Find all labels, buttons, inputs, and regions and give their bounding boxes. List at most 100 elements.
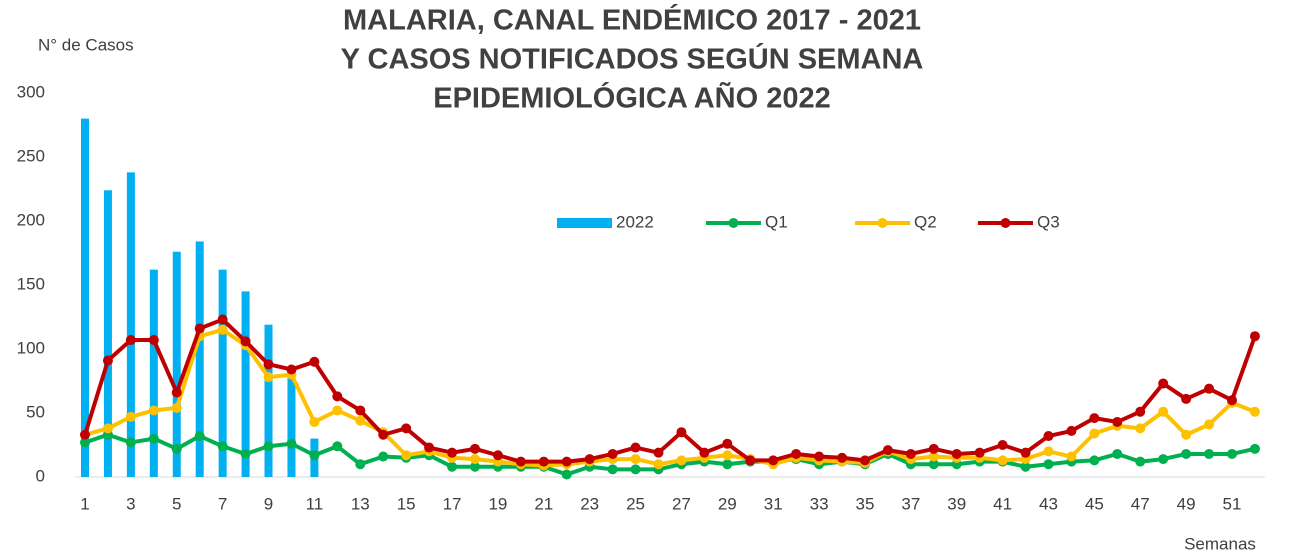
point — [630, 464, 641, 475]
point — [538, 456, 549, 467]
point — [263, 441, 274, 452]
point — [1181, 429, 1192, 440]
point — [997, 455, 1008, 466]
y-tick-label: 0 — [36, 466, 45, 485]
legend-marker — [877, 218, 888, 228]
x-tick-label: 27 — [672, 494, 691, 513]
bar — [218, 269, 227, 477]
point — [80, 437, 90, 448]
point — [584, 454, 595, 465]
point — [148, 405, 159, 416]
chart-title: MALARIA, CANAL ENDÉMICO 2017 - 2021 — [343, 3, 921, 37]
point — [1020, 461, 1031, 472]
point — [148, 335, 159, 346]
point — [1066, 425, 1077, 436]
point — [607, 448, 618, 459]
point — [928, 451, 939, 462]
point — [1020, 447, 1031, 458]
point — [1089, 428, 1100, 439]
x-tick-label: 49 — [1177, 494, 1196, 513]
point — [1181, 393, 1192, 404]
point — [125, 437, 136, 448]
point — [1181, 448, 1192, 459]
point — [928, 459, 939, 470]
bar — [287, 370, 296, 477]
point — [951, 448, 962, 459]
point — [1158, 454, 1169, 465]
x-tick-label: 51 — [1223, 494, 1242, 513]
y-tick-label: 150 — [17, 274, 45, 293]
point — [102, 423, 113, 434]
line — [84, 432, 1256, 477]
point — [1112, 448, 1123, 459]
point — [263, 372, 274, 383]
point — [722, 438, 733, 449]
point — [332, 405, 343, 416]
point — [997, 440, 1008, 450]
line — [84, 327, 1256, 468]
chart-title: Y CASOS NOTIFICADOS SEGÚN SEMANA — [341, 42, 924, 76]
point — [1204, 448, 1215, 459]
point — [309, 450, 320, 461]
point — [1135, 423, 1146, 434]
point — [1043, 446, 1054, 457]
point — [676, 455, 687, 466]
legend-marker — [728, 218, 739, 228]
y-tick-label: 300 — [17, 82, 45, 101]
point — [286, 438, 297, 449]
point — [1249, 331, 1260, 342]
legend-marker — [1000, 218, 1011, 228]
point — [791, 448, 802, 459]
legend-label: Q2 — [914, 212, 937, 231]
x-tick-label: 5 — [172, 494, 181, 513]
point — [240, 336, 251, 347]
y-tick-label: 100 — [17, 338, 45, 357]
bar — [195, 241, 204, 477]
point — [630, 454, 641, 465]
point — [447, 447, 458, 458]
point — [447, 461, 458, 472]
point — [148, 433, 159, 444]
x-tick-label: 39 — [947, 494, 966, 513]
point — [240, 448, 251, 459]
point — [768, 455, 779, 466]
point — [1112, 416, 1123, 427]
point — [1204, 419, 1215, 430]
point — [171, 443, 182, 454]
point — [859, 455, 870, 466]
point — [171, 387, 182, 398]
point — [515, 456, 526, 467]
bar — [149, 269, 158, 477]
point — [722, 459, 733, 470]
point — [217, 324, 228, 335]
point — [561, 456, 572, 467]
point — [263, 359, 274, 370]
point — [745, 455, 756, 466]
bar — [81, 118, 89, 477]
point — [1043, 431, 1054, 442]
x-tick-label: 31 — [764, 494, 783, 513]
point — [194, 431, 205, 442]
x-tick-label: 33 — [810, 494, 829, 513]
bar — [241, 291, 250, 477]
point — [722, 450, 733, 461]
point — [492, 450, 503, 461]
point — [1066, 451, 1077, 462]
point — [1135, 456, 1146, 467]
point — [928, 443, 939, 454]
point — [332, 391, 343, 402]
point — [699, 447, 710, 458]
point — [309, 356, 320, 367]
bar — [103, 190, 112, 477]
point — [194, 323, 205, 334]
point — [469, 443, 480, 454]
x-tick-label: 7 — [218, 494, 227, 513]
point — [882, 445, 893, 456]
point — [1089, 455, 1100, 466]
x-tick-label: 9 — [264, 494, 273, 513]
point — [1089, 413, 1100, 424]
x-tick-label: 11 — [306, 494, 324, 513]
point — [171, 402, 182, 413]
point — [1158, 378, 1169, 389]
